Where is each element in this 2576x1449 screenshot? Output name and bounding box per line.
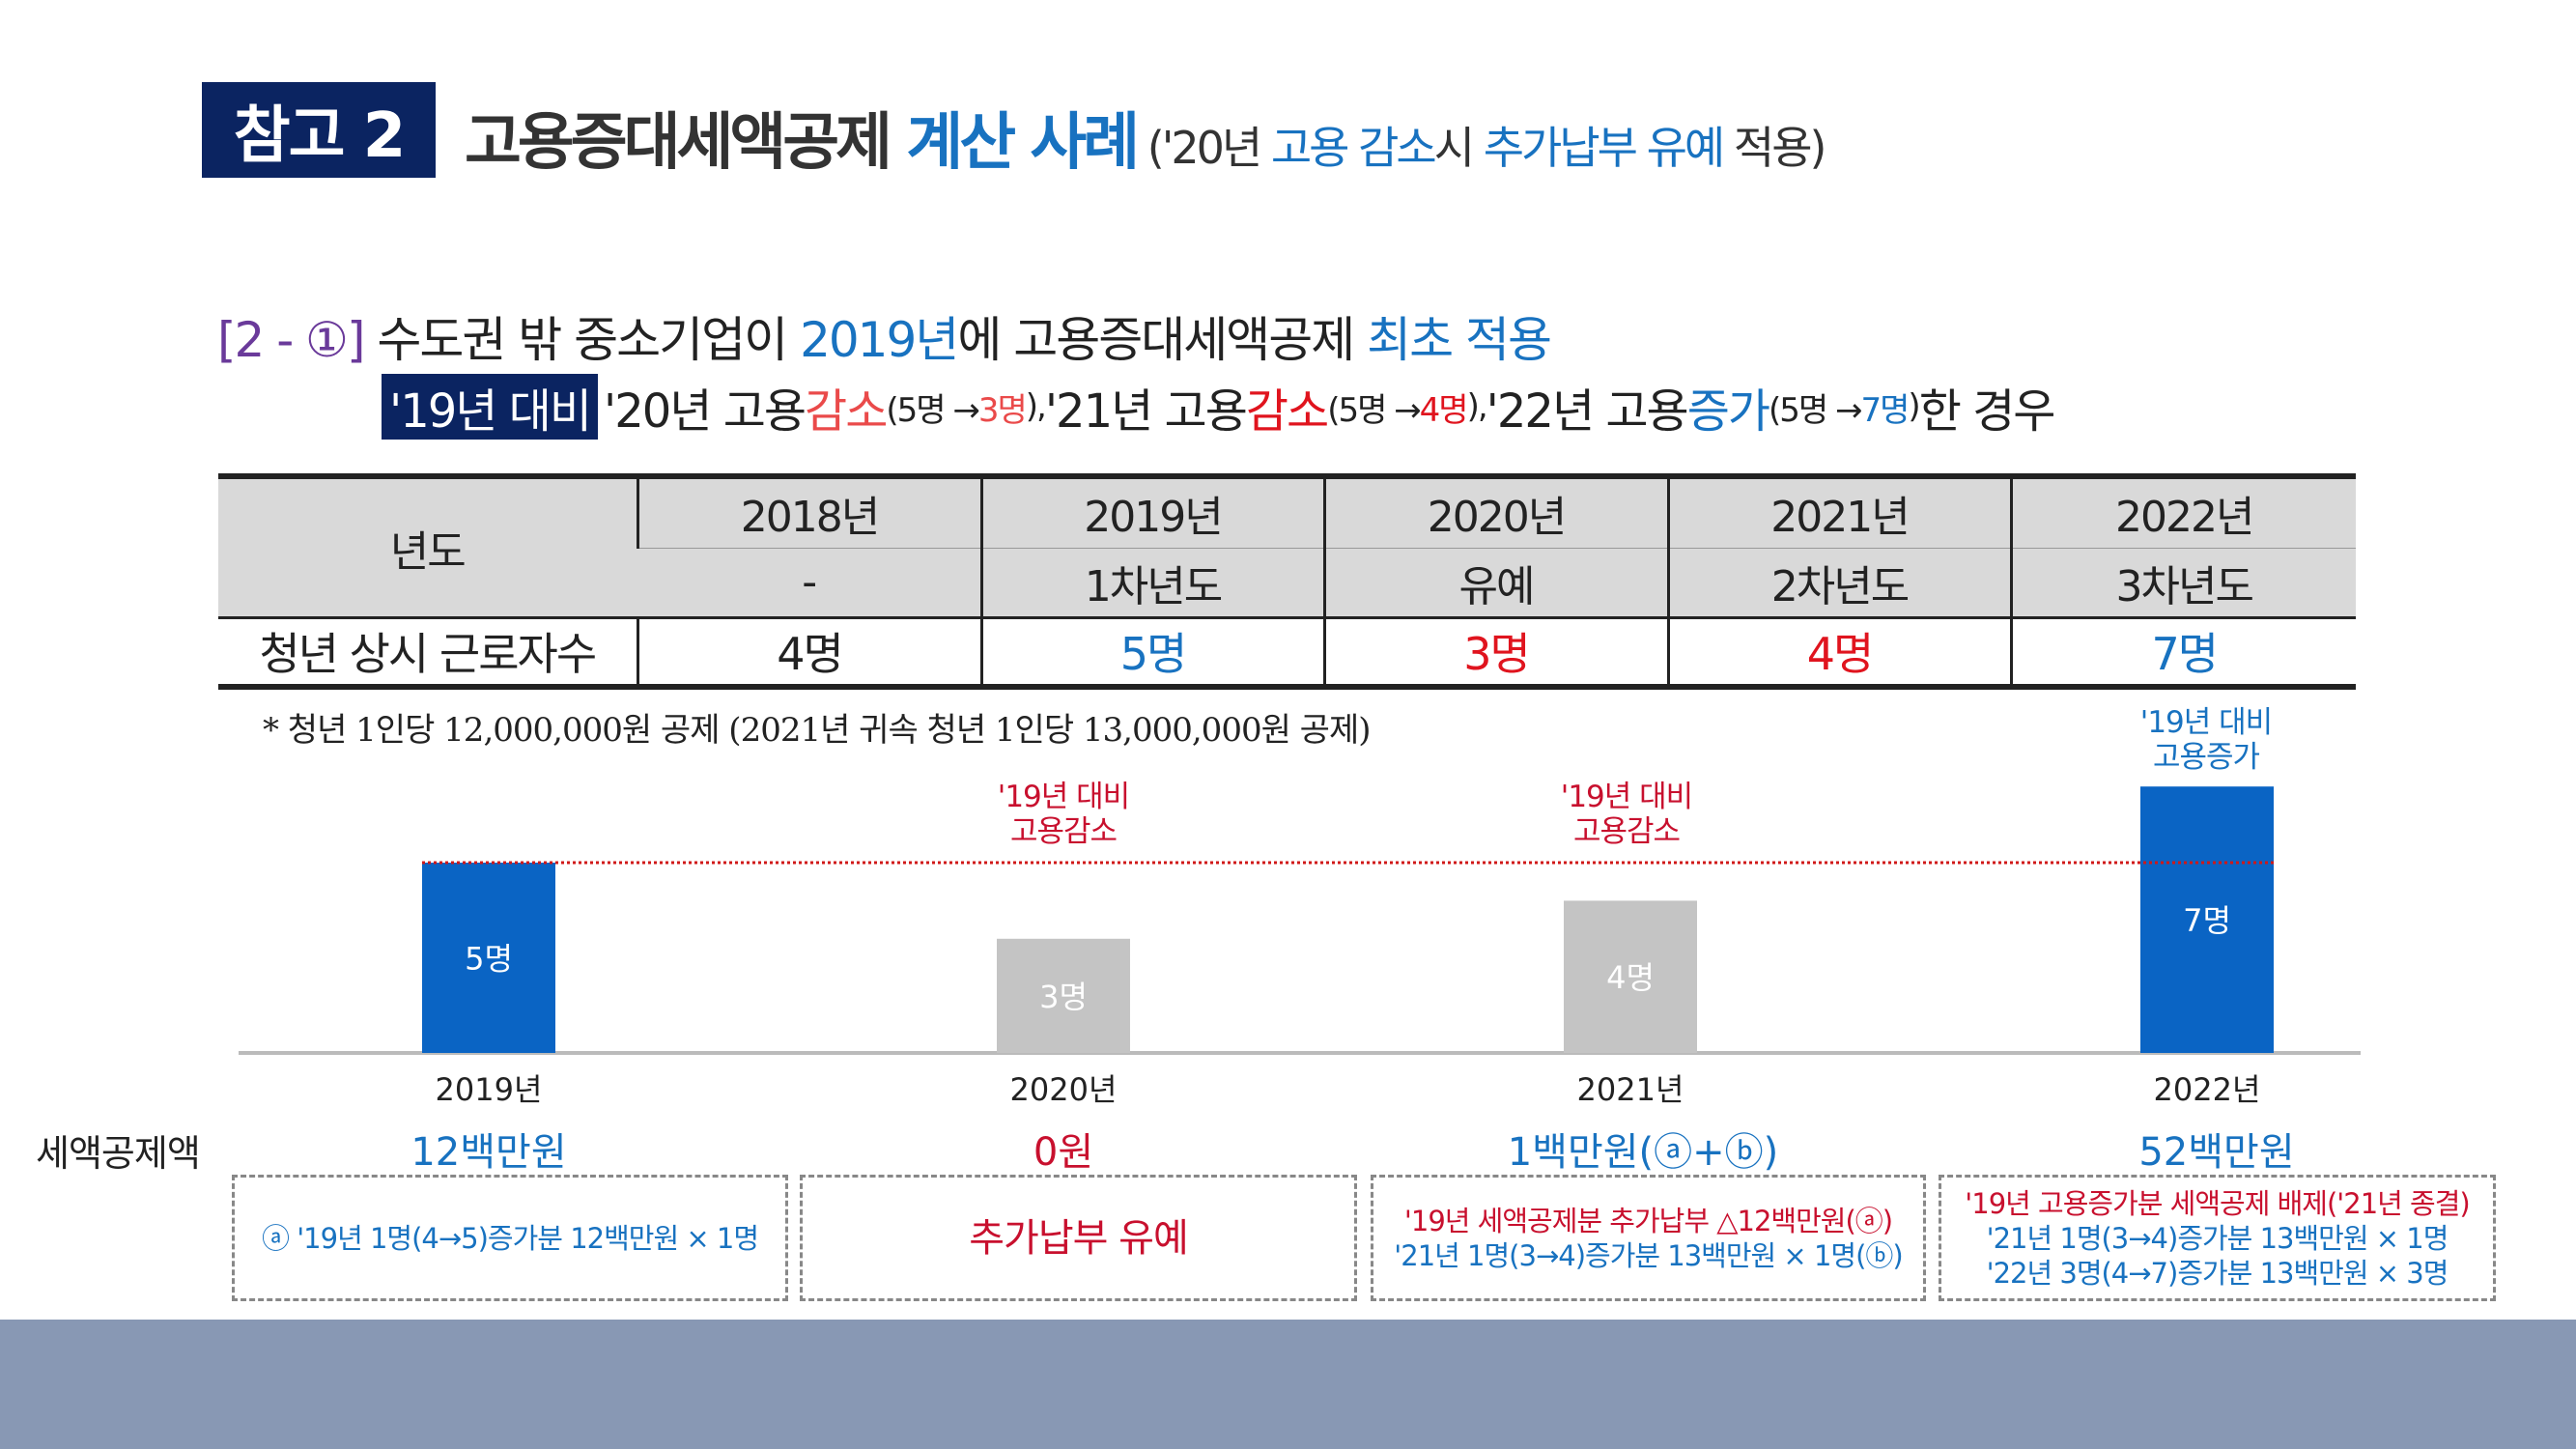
credit-amount: 52백만원 (2138, 1130, 2295, 1175)
annotation-2022: '19년 대비 고용증가 (2061, 705, 2351, 775)
employee-table: 년도 2018년 2019년 2020년 2021년 2022년 -1차년도 유예 2차년도… (218, 473, 2356, 690)
credit-detail-box: ⓐ '19년 1명(4→5)증가분 12백만원 × 1명 (232, 1175, 788, 1301)
t: 추가납부 유예 (969, 1215, 1189, 1261)
phase-cell: - (637, 547, 981, 617)
count-cell: 7명 (2009, 615, 2356, 690)
phase-cell: 2차년도 (1666, 547, 2011, 617)
credit-detail-box: '19년 고용증가분 세액공제 배제('21년 종결) '21년 1명(3→4)증… (1939, 1175, 2496, 1301)
t: 3명 (977, 390, 1028, 430)
t: 에 고용증대세액공제 (957, 312, 1368, 368)
year-header: 년도 (218, 473, 637, 617)
t: 2019년 (800, 312, 959, 368)
t: 시 (1433, 122, 1484, 174)
t: (5명 → (1769, 390, 1862, 430)
t: (5명 → (886, 390, 979, 430)
t: 4명 (1419, 390, 1469, 430)
bar-data-label: 3명 (1039, 979, 1088, 1015)
t: 고용 감소 (1270, 122, 1437, 174)
t: '19년 세액공제분 추가납부 △12백만원(ⓐ) (1403, 1204, 1893, 1237)
t: 추가납부 유예 (1483, 122, 1726, 174)
year-cell: 2018년 (636, 473, 981, 548)
t: 감소 (805, 384, 888, 439)
page-title: 고용증대세액공제 계산 사례 ('20년 고용 감소시 추가납부 유예 적용) (465, 93, 1827, 182)
year-cell: 2020년 (1322, 473, 1668, 548)
t: 한 경우 (1918, 384, 2056, 439)
t: 최초 적용 (1367, 312, 1552, 368)
deduction-note: * 청년 1인당 12,000,000원 공제 (2021년 귀속 청년 1인당… (263, 711, 1371, 750)
year-cell: 2022년 (2009, 473, 2356, 548)
t: '19년 고용증가분 세액공제 배제('21년 종결) (1965, 1186, 2470, 1220)
t: '21년 1명(3→4)증가분 13백만원 × 1명 (1986, 1221, 2449, 1255)
t: 7명 (1860, 390, 1911, 430)
count-cell: 5명 (979, 615, 1324, 690)
phase-cell: 유예 (1322, 547, 1668, 617)
t: 수도권 밖 중소기업이 (363, 312, 801, 368)
bar-data-label: 4명 (1606, 959, 1655, 996)
year-cell: 2021년 (1666, 473, 2011, 548)
t: ⓐ '19년 1명(4→5)증가분 12백만원 × 1명 (261, 1221, 759, 1255)
t: 고용감소 (1009, 814, 1118, 849)
t: 적용) (1722, 122, 1827, 174)
t: 감소 (1245, 384, 1329, 439)
reference-badge: 참고 2 (202, 82, 436, 178)
bar-data-label: 7명 (2183, 902, 2231, 939)
bar-2022년 (2140, 786, 2274, 1053)
x-label: 2021년 (1576, 1071, 1684, 1108)
t: '19년 대비 (1560, 780, 1693, 814)
annotation-2021: '19년 대비 고용감소 (1482, 780, 1771, 849)
phase-cell: 1차년도 (979, 547, 1324, 617)
count-cell: 3명 (1322, 615, 1668, 690)
year-cell: 2019년 (979, 473, 1324, 548)
t: ), (1025, 387, 1047, 426)
comparison-tag: '19년 대비 (382, 374, 599, 440)
bar-data-label: 5명 (465, 941, 513, 978)
credit-amount: 0원 (1033, 1130, 1094, 1175)
credit-label: 세액공제액 (36, 1132, 201, 1175)
t: 고용감소 (1572, 814, 1681, 849)
title-main: 고용증대세액공제 (465, 107, 907, 179)
t: ('20년 (1136, 122, 1271, 174)
t: (5명 → (1327, 390, 1421, 430)
t: '19년 대비 (997, 780, 1130, 814)
count-cell: 4명 (636, 615, 981, 690)
t: '19년 대비 (2139, 705, 2273, 740)
credit-detail-box: 추가납부 유예 (800, 1175, 1357, 1301)
t: '22년 고용 (1486, 384, 1689, 439)
case-condition: '19년 대비 '20년 고용 감소 (5명 → 3명), '21년 고용 감소(… (382, 373, 2056, 440)
t: '22년 3명(4→7)증가분 13백만원 × 3명 (1986, 1256, 2449, 1290)
case-label: [2 - ①] (217, 312, 365, 368)
t: '21년 고용 (1044, 384, 1248, 439)
t: 증가 (1686, 384, 1770, 439)
x-label: 2020년 (1009, 1071, 1118, 1108)
count-cell: 4명 (1666, 615, 2011, 690)
count-label: 청년 상시 근로자수 (218, 615, 637, 690)
footer-band (0, 1320, 2576, 1449)
credit-detail-box: '19년 세액공제분 추가납부 △12백만원(ⓐ) '21년 1명(3→4)증가분… (1371, 1175, 1926, 1301)
x-label: 2022년 (2153, 1071, 2261, 1108)
t: 고용증가 (2152, 740, 2260, 775)
t: '20년 고용 (604, 384, 807, 439)
credit-amount: 1백만원(ⓐ+ⓑ) (1507, 1130, 1779, 1175)
t: ) (1908, 387, 1920, 426)
annotation-2020: '19년 대비 고용감소 (919, 780, 1208, 849)
bar-2021년 (1564, 900, 1697, 1053)
bar-2020년 (997, 938, 1130, 1053)
t: '21년 1명(3→4)증가분 13백만원 × 1명(ⓑ) (1394, 1238, 1903, 1272)
t: ), (1466, 387, 1488, 426)
title-accent: 계산 사례 (906, 107, 1140, 179)
case-heading: [2 - ①] 수도권 밖 중소기업이 2019년에 고용증대세액공제 최초 적… (217, 301, 1552, 371)
bar-2019년 (422, 863, 555, 1053)
credit-amount: 12백만원 (410, 1130, 567, 1175)
phase-cell: 3차년도 (2009, 547, 2356, 617)
x-label: 2019년 (435, 1071, 543, 1108)
